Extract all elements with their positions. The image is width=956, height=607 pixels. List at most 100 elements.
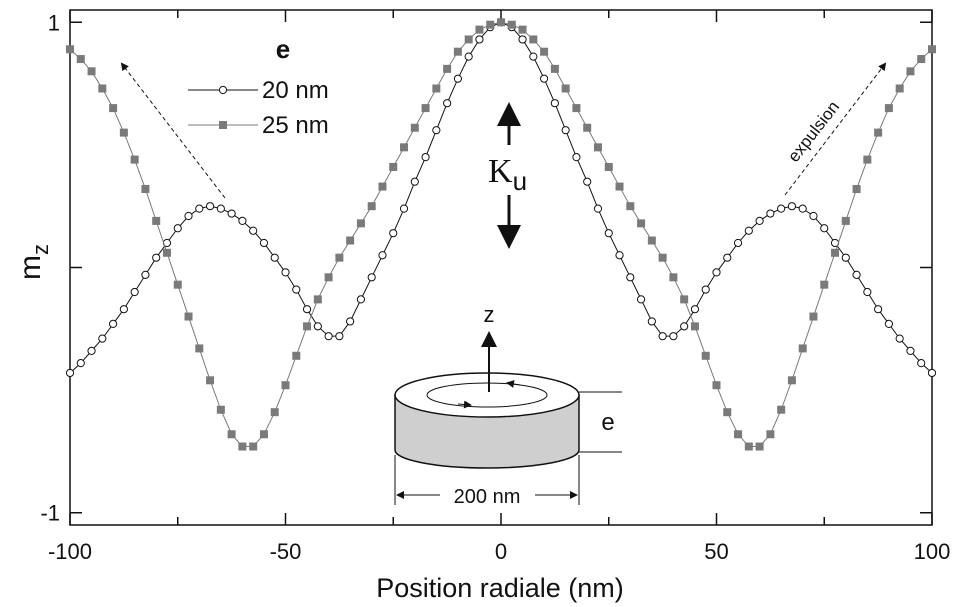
data-point [917,359,926,368]
data-point [572,104,581,113]
y-tick-label: -1 [40,501,60,526]
data-point [443,64,452,73]
data-point [787,376,796,385]
data-point [615,251,624,260]
data-point [109,104,118,113]
legend-label: 20 nm [262,77,329,104]
data-point [238,442,247,451]
data-point [87,67,96,76]
data-point [518,35,527,44]
data-point [281,268,290,277]
data-point [658,253,667,262]
data-point [464,35,473,44]
data-point [141,270,150,279]
data-point [583,123,592,132]
data-point [400,143,409,152]
data-point [152,253,161,262]
data-point [87,346,96,355]
data-point [669,332,678,341]
data-point [712,381,721,390]
disk-diagram [394,331,622,505]
expulsion-arrow-right [784,62,887,196]
data-point [66,45,74,54]
ku-main: K [488,153,513,190]
data-point [820,280,829,289]
data-point [367,273,376,282]
data-point [497,18,505,27]
data-point [152,216,161,225]
data-point [540,47,549,56]
data-point [443,99,452,108]
y-label-sub: z [28,244,53,255]
data-point [464,52,473,61]
data-point [809,211,818,221]
ku-label: Ku [488,153,527,196]
data-point [238,216,247,226]
data-point [507,20,516,29]
diameter-label: 200 nm [454,486,521,508]
data-point [626,202,635,211]
data-point [529,35,538,44]
data-point [723,253,732,262]
data-point [356,219,365,228]
data-point [863,287,872,297]
data-point [141,185,150,194]
data-point [410,123,419,132]
data-point [841,216,850,225]
data-point [874,128,883,137]
data-point [647,317,656,326]
data-point [76,359,85,368]
x-tick-label: 0 [495,539,507,564]
data-point [98,334,107,343]
x-tick-label: -50 [270,539,302,564]
data-point [195,204,204,213]
data-point [378,251,387,260]
data-point [453,74,462,83]
data-point [367,202,376,211]
data-point [852,185,861,194]
data-point [410,177,419,186]
data-point [680,295,689,304]
data-point [65,368,75,378]
data-point [734,430,743,439]
data-point [604,229,613,238]
data-point [615,182,624,191]
data-point [906,67,915,76]
data-point [162,248,171,257]
data-point [98,84,107,93]
data-point [852,270,861,279]
data-point [356,295,366,304]
data-point [302,305,312,314]
legend-title: e [276,34,290,64]
data-point [917,55,926,64]
data-point [270,253,279,262]
data-point [421,153,430,162]
data-point [281,381,290,390]
data-point [292,285,301,294]
data-point [701,285,710,294]
data-point [453,47,462,56]
data-point [486,20,495,29]
data-point [777,204,786,213]
data-point [184,312,193,321]
data-point [529,52,538,61]
expulsion-arrow-left [120,62,226,199]
data-point [895,84,904,93]
data-point [766,209,775,218]
ku-sub: u [513,166,527,196]
z-axis-label: z [484,302,495,327]
data-point [798,344,807,353]
data-point [874,305,883,314]
data-point [227,209,236,218]
data-point [292,351,301,360]
data-point [303,322,312,331]
x-tick-label: 100 [914,539,951,564]
data-point [690,305,700,314]
data-point [733,238,743,248]
data-point [313,295,322,304]
expulsion-label: expulsion [784,97,843,165]
data-point [216,204,225,213]
series-line [69,21,933,374]
data-point [324,273,333,282]
data-point [109,319,118,329]
